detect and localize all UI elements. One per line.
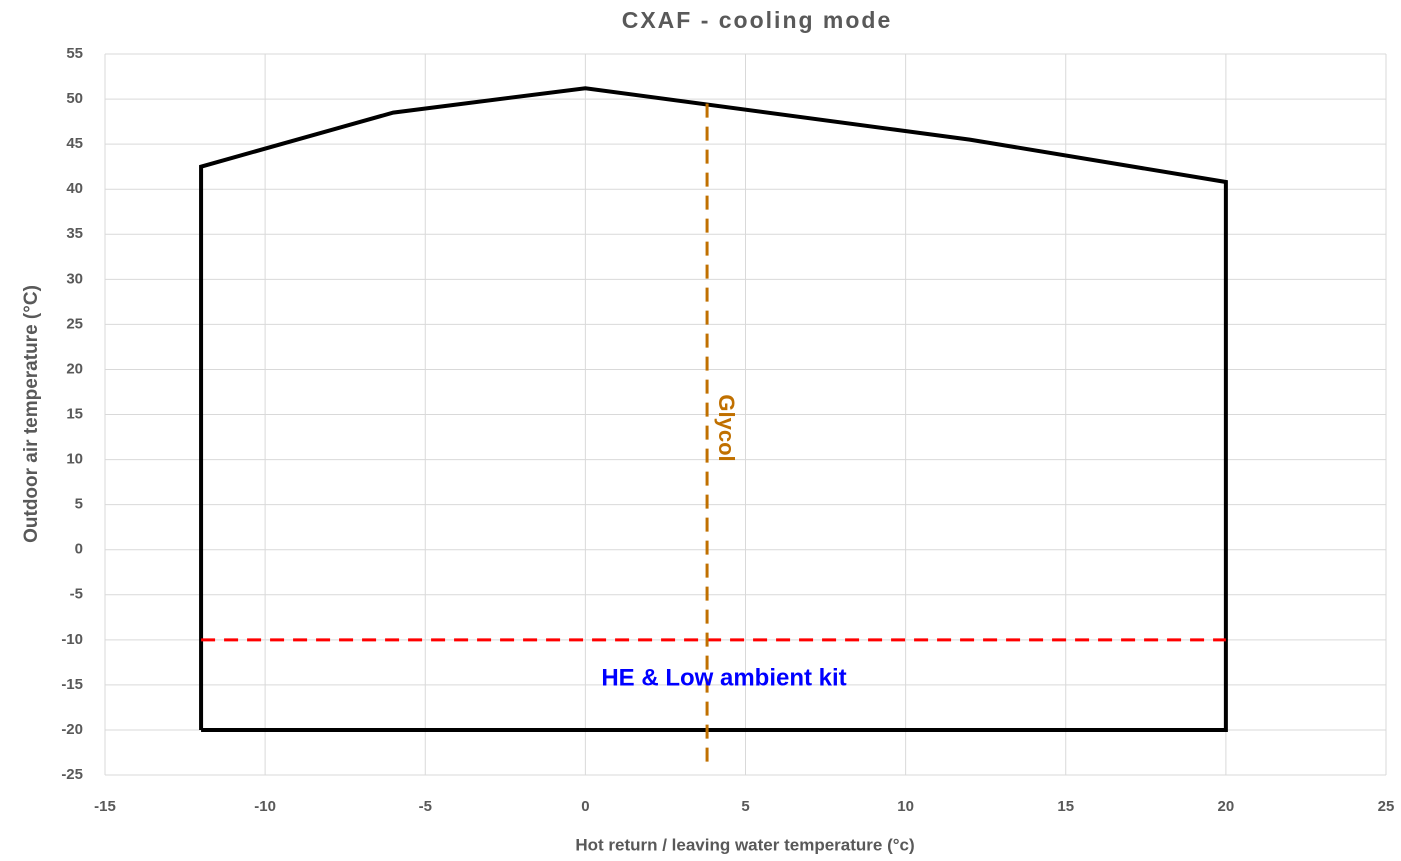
annotation: HE & Low ambient kit [601, 664, 846, 691]
x-tick-label: 25 [1378, 798, 1395, 815]
series-line [199, 86, 1228, 732]
y-tick-label: 40 [66, 180, 83, 197]
y-tick-label: 0 [75, 541, 83, 558]
y-tick-label: 25 [66, 315, 83, 332]
plot [199, 86, 1228, 766]
y-tick-label: 10 [66, 451, 83, 468]
y-tick-label: 15 [66, 405, 83, 422]
y-tick-label: -5 [70, 586, 83, 603]
chart-title: CXAF - cooling mode [622, 7, 893, 33]
y-tick-label: 5 [75, 496, 83, 513]
x-axis-title: Hot return / leaving water temperature (… [575, 835, 914, 854]
y-tick-label: 45 [66, 135, 83, 152]
y-tick-label: -15 [61, 676, 83, 693]
y-tick-label: -10 [61, 631, 83, 648]
x-tick-label: 15 [1057, 798, 1074, 815]
y-tick-label: -25 [61, 766, 83, 783]
y-tick-label: 35 [66, 225, 83, 242]
y-tick-label: 20 [66, 360, 83, 377]
y-tick-label: 30 [66, 270, 83, 287]
x-tick-label: -10 [254, 798, 276, 815]
x-tick-label: 20 [1218, 798, 1235, 815]
y-tick-label: 50 [66, 90, 83, 107]
x-tick-label: -5 [419, 798, 432, 815]
x-tick-label: 0 [581, 798, 589, 815]
y-tick-label: -20 [61, 721, 83, 738]
x-tick-label: 10 [897, 798, 914, 815]
y-axis-title: Outdoor air temperature (°C) [21, 285, 42, 543]
y-tick-label: 55 [66, 45, 83, 62]
x-tick-label: 5 [741, 798, 749, 815]
annotation: Glycol [714, 394, 739, 461]
x-tick-label: -15 [94, 798, 116, 815]
